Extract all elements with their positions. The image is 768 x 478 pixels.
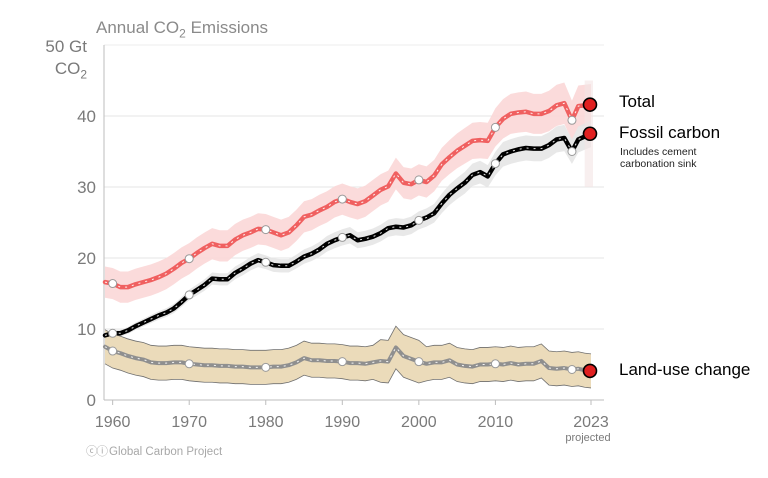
fossil-note-line2: carbonation sink	[620, 158, 697, 170]
data-point	[567, 364, 577, 374]
end-marker-fossil	[582, 126, 598, 142]
y-tick-label: 0	[87, 391, 96, 410]
band-land-use	[105, 326, 591, 388]
x-tick-label: 2000	[401, 414, 437, 431]
data-point	[567, 115, 577, 125]
chart-title: Annual CO2 Emissions	[96, 18, 269, 41]
data-point	[490, 159, 500, 169]
x-tick-label: 1970	[171, 414, 207, 431]
data-point	[108, 279, 118, 289]
data-point	[261, 362, 271, 372]
band-land-use-lower-edge	[104, 363, 592, 389]
series-label-total: Total	[619, 92, 655, 111]
y-tick-label: 40	[77, 107, 96, 126]
data-point	[108, 328, 118, 338]
data-point	[108, 346, 118, 356]
data-point	[567, 147, 577, 156]
data-point	[184, 359, 194, 369]
fossil-note-line1: Includes cement	[620, 146, 697, 158]
band-land-use-upper-edge	[104, 325, 592, 355]
x-tick-label: 2010	[478, 414, 514, 431]
end-marker-total	[582, 97, 598, 112]
projected-label: projected	[565, 432, 610, 444]
series-label-fossil: Fossil carbon	[619, 123, 721, 142]
data-point	[184, 254, 194, 264]
credit-text: ⓒⓘ Global Carbon Project	[86, 446, 223, 458]
data-point	[261, 257, 271, 267]
data-point	[337, 232, 347, 242]
data-point	[490, 122, 500, 132]
data-point	[184, 290, 194, 300]
data-point	[414, 357, 424, 367]
series-line-fossil	[102, 131, 594, 338]
data-point	[337, 194, 347, 204]
x-tick-label: 2023	[573, 414, 609, 431]
x-tick-label: 1990	[325, 414, 361, 431]
data-point	[490, 359, 500, 369]
data-point	[337, 357, 347, 367]
data-point	[414, 175, 424, 185]
series-label-land-use: Land-use change	[619, 360, 751, 379]
y-tick-label: 10	[77, 320, 96, 339]
series-line-total-dots	[104, 102, 592, 288]
y-axis-unit-label: 50 Gt CO2	[45, 37, 87, 82]
end-marker-land-use	[582, 363, 598, 379]
x-tick-label: 1980	[248, 414, 284, 431]
data-point	[261, 225, 271, 235]
y-tick-label: 20	[77, 249, 96, 268]
y-tick-label: 30	[77, 178, 96, 197]
data-point	[414, 215, 424, 225]
x-tick-label: 1960	[95, 414, 131, 431]
creative-commons-icon: ⓒⓘ	[86, 446, 108, 458]
band-total	[105, 82, 591, 303]
